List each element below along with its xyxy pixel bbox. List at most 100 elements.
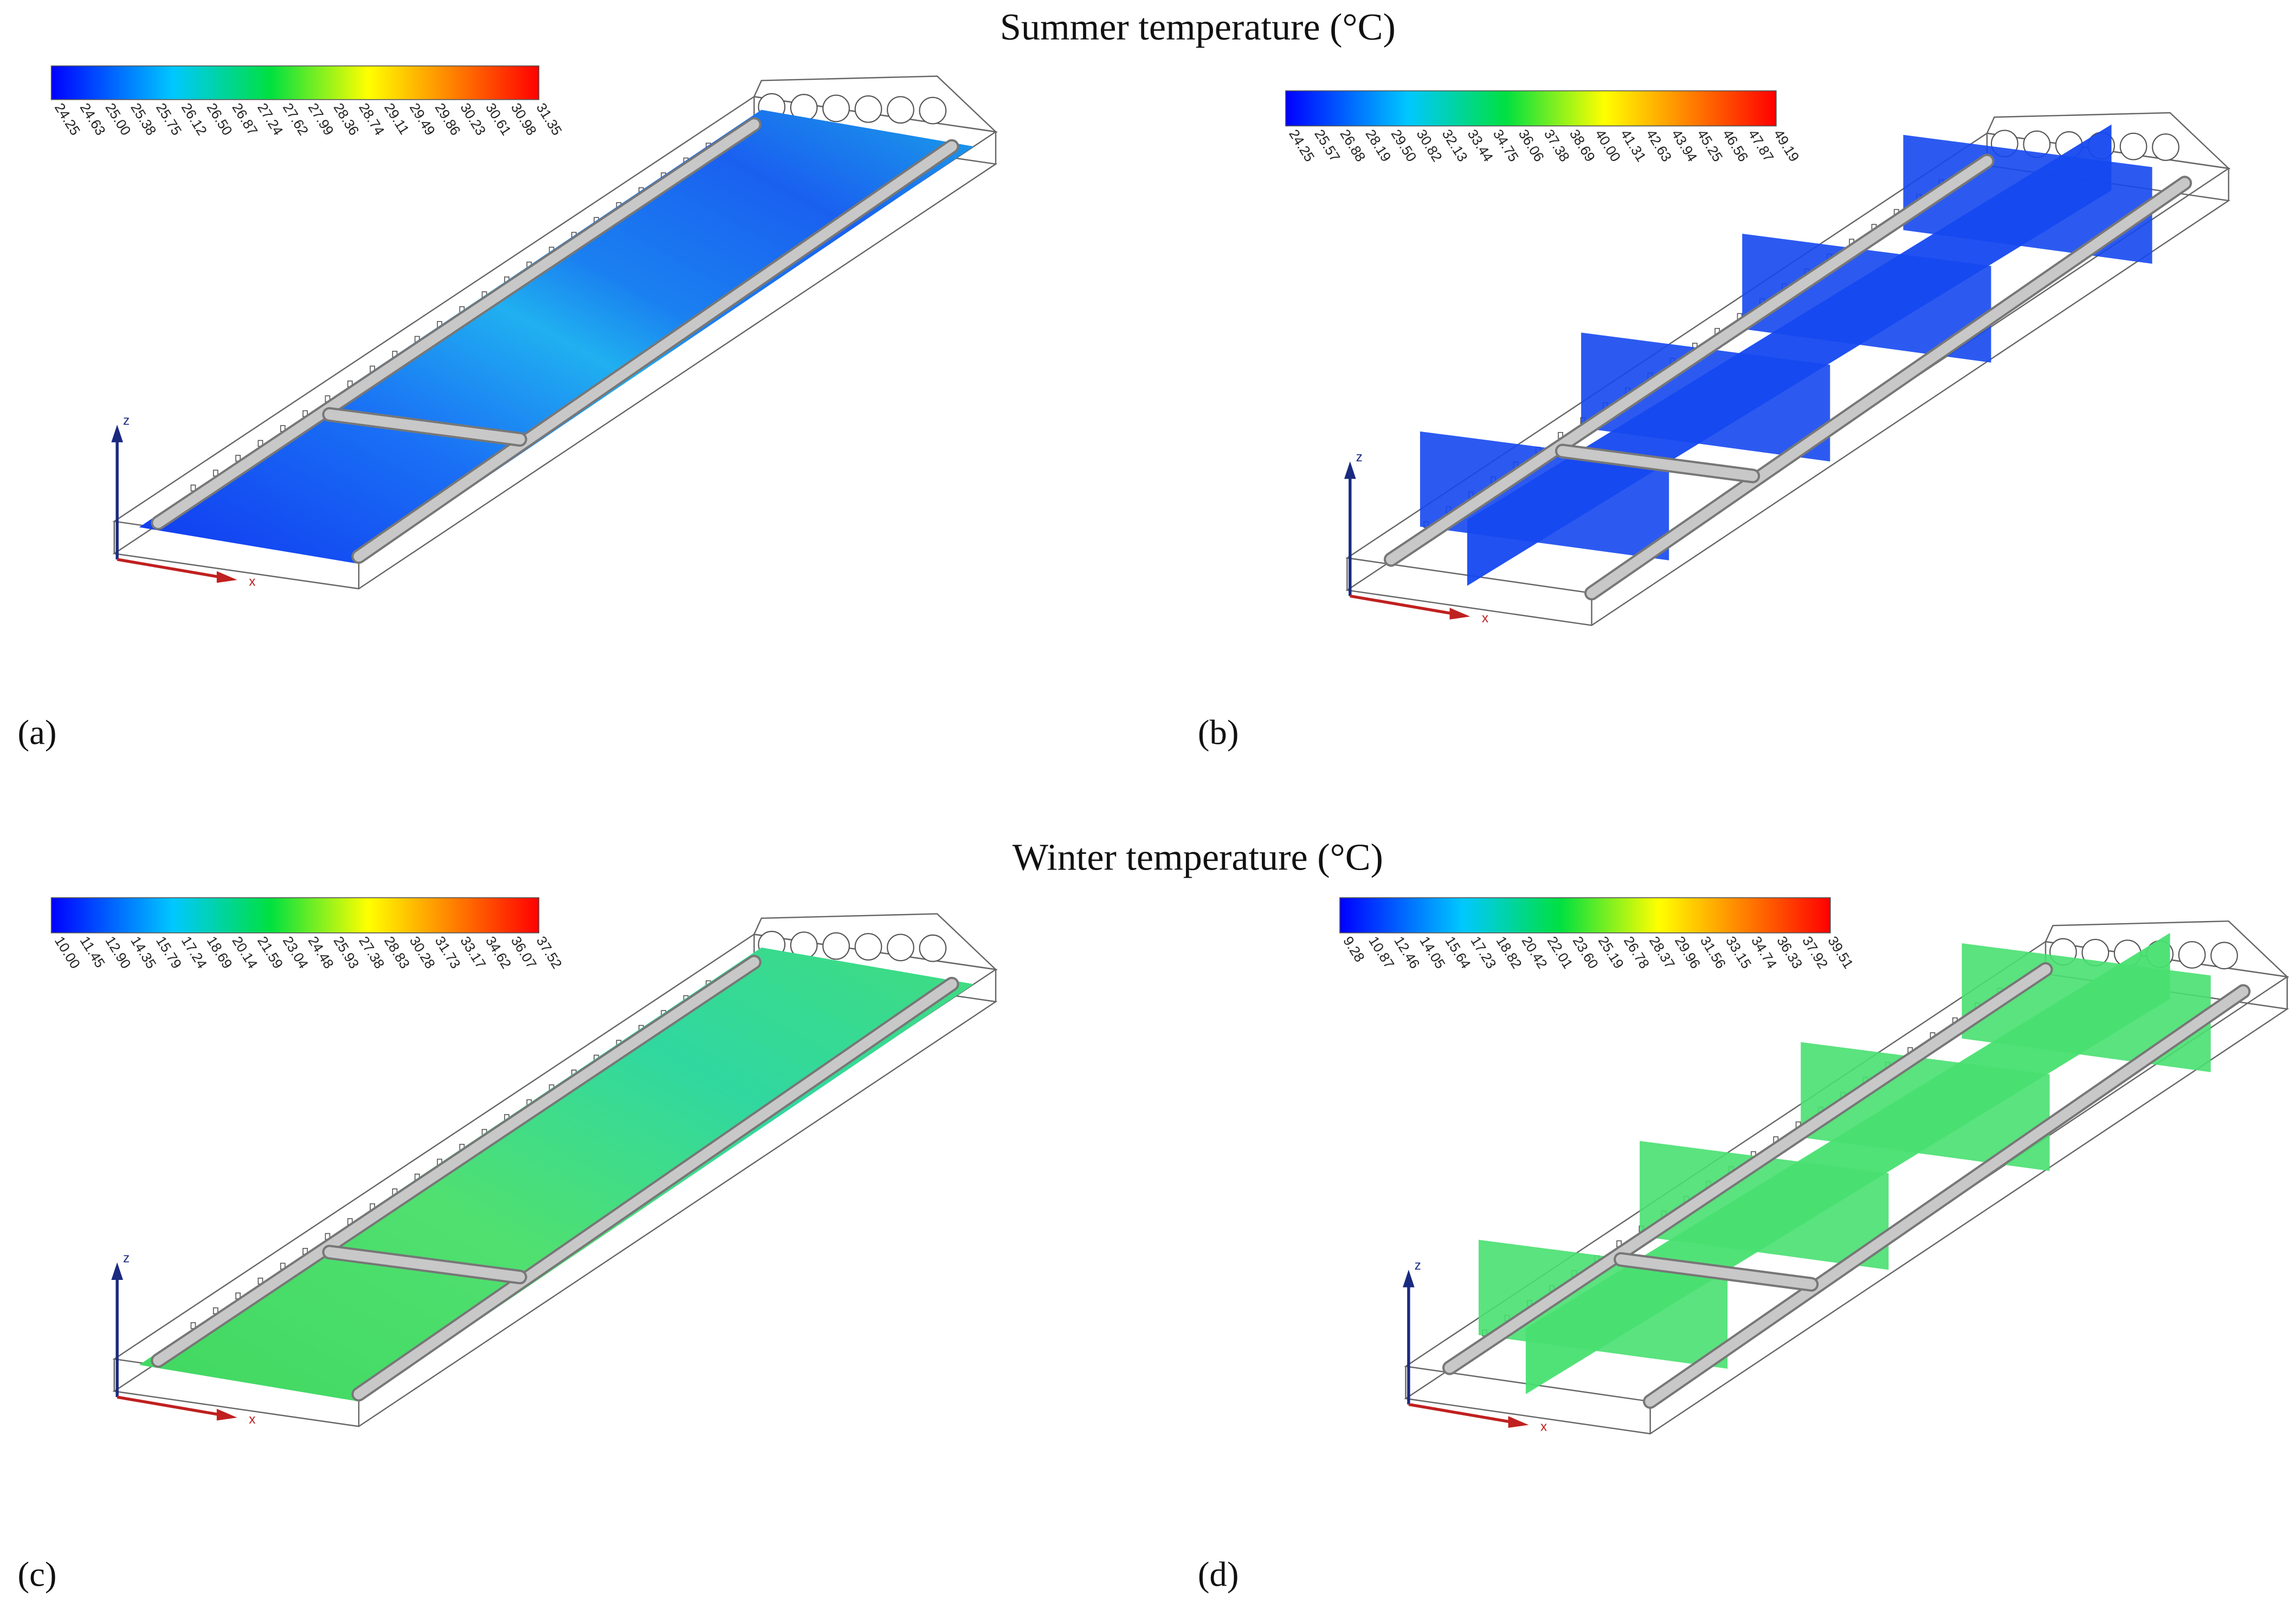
panel-label: (d) [1198,1555,1239,1594]
pipe [1586,178,2190,598]
colorbar-label: 17.24 [178,934,210,971]
pipe [153,957,759,1366]
axis-label: x [1482,611,1488,626]
colorbar-label: 25.00 [102,101,133,138]
colorbar-label: 10.87 [1365,934,1397,971]
title: Summer temperature (°C) [1000,6,1396,48]
colorbar-label: 30.23 [457,101,488,138]
colorbar-label: 28.36 [330,101,362,138]
duct [854,95,882,123]
colorbar-label: 29.49 [407,101,438,138]
pipe [1385,156,1992,565]
axis-label: z [1356,450,1363,465]
colorbar-label: 20.42 [1519,934,1550,971]
colorbar-label: 43.94 [1668,127,1700,164]
colorbar-label: 39.51 [1824,934,1856,971]
panel: zx [111,75,998,590]
colorbar-label: 25.57 [1311,127,1343,164]
colorbar-label: 11.45 [77,934,108,971]
x-axis [117,558,220,579]
x-arrow [1508,1416,1529,1428]
colorbar-label: 32.13 [1439,127,1471,164]
x-axis [1408,1403,1512,1424]
z-arrow [1403,1270,1415,1287]
colorbar-label: 38.69 [1566,127,1598,164]
pipe [1645,986,2249,1407]
colorbar-label: 27.99 [305,101,337,138]
axis-label: x [249,1412,255,1427]
duct [822,94,850,123]
colorbar-label: 29.50 [1388,127,1419,164]
colorbar-label: 12.46 [1391,934,1422,971]
panel-label: (c) [17,1555,56,1594]
colorbar-label: 30.28 [407,934,438,971]
axis-label: x [249,575,255,589]
colorbar-label: 26.12 [178,101,210,138]
colorbar-label: 33.15 [1723,934,1754,971]
colorbar-label: 49.19 [1770,127,1802,164]
colorbar-label: 37.52 [533,934,565,971]
z-arrow [1344,461,1356,479]
colorbar-label: 15.64 [1442,934,1473,971]
duct [887,934,914,962]
colorbar-label: 25.75 [153,101,184,138]
colorbar-label: 33.17 [457,934,488,971]
colorbar-label: 41.31 [1617,127,1649,164]
temperature-field [139,947,974,1402]
colorbar-label: 10.00 [51,934,83,971]
colorbar-label: 34.75 [1490,127,1521,164]
duct [2152,133,2179,161]
colorbar-label: 25.19 [1595,934,1627,971]
colorbar-label: 33.44 [1465,127,1496,164]
duct [822,932,850,960]
panel: zx [111,913,998,1427]
colorbar-label: 25.38 [127,101,159,138]
colorbar-label: 14.35 [127,934,159,971]
panel: zx [1403,920,2289,1434]
colorbar-label: 26.88 [1337,127,1368,164]
temperature-field [139,110,974,564]
axis-label: z [123,1251,130,1266]
colorbar-label: 23.60 [1570,934,1601,971]
colorbar-label: 26.87 [229,101,260,138]
colorbar-label: 14.05 [1416,934,1448,971]
panel-label: (a) [17,713,56,752]
duct [919,96,947,125]
colorbar-label: 36.06 [1515,127,1547,164]
colorbar-label: 46.56 [1719,127,1751,164]
x-axis [117,1395,220,1417]
colorbar-label: 9.28 [1340,934,1367,965]
pipe [324,1247,525,1283]
z-arrow [111,1262,123,1280]
colorbar-label: 18.69 [204,934,235,971]
colorbar-label: 23.04 [280,934,311,971]
axis-label: z [1415,1258,1421,1273]
x-axis [1350,594,1453,615]
duct [854,933,882,961]
colorbar [1285,90,1777,127]
duct [887,96,914,124]
colorbar-label: 30.82 [1414,127,1445,164]
colorbar-label: 24.25 [51,101,83,138]
temperature-slice [1640,1141,1889,1270]
colorbar-label: 20.14 [229,934,260,971]
colorbar-label: 28.19 [1362,127,1394,164]
colorbar-label: 28.37 [1646,934,1678,971]
colorbar-label: 36.07 [508,934,539,971]
colorbar-label: 24.48 [305,934,337,971]
colorbar-label: 47.87 [1745,127,1776,164]
pipe [353,978,957,1400]
colorbar-label: 31.56 [1697,934,1729,971]
colorbar-label: 37.92 [1799,934,1830,971]
colorbar-label: 31.73 [432,934,463,971]
colorbar-label: 30.98 [508,101,539,138]
colorbar-label: 40.00 [1592,127,1623,164]
box-lid [753,75,998,133]
colorbar-label: 36.33 [1773,934,1805,971]
temperature-slice [1742,234,1991,363]
colorbar-label: 25.93 [330,934,362,971]
colorbar-label: 34.74 [1748,934,1779,971]
panel-label: (b) [1198,713,1239,752]
x-arrow [216,1408,237,1421]
